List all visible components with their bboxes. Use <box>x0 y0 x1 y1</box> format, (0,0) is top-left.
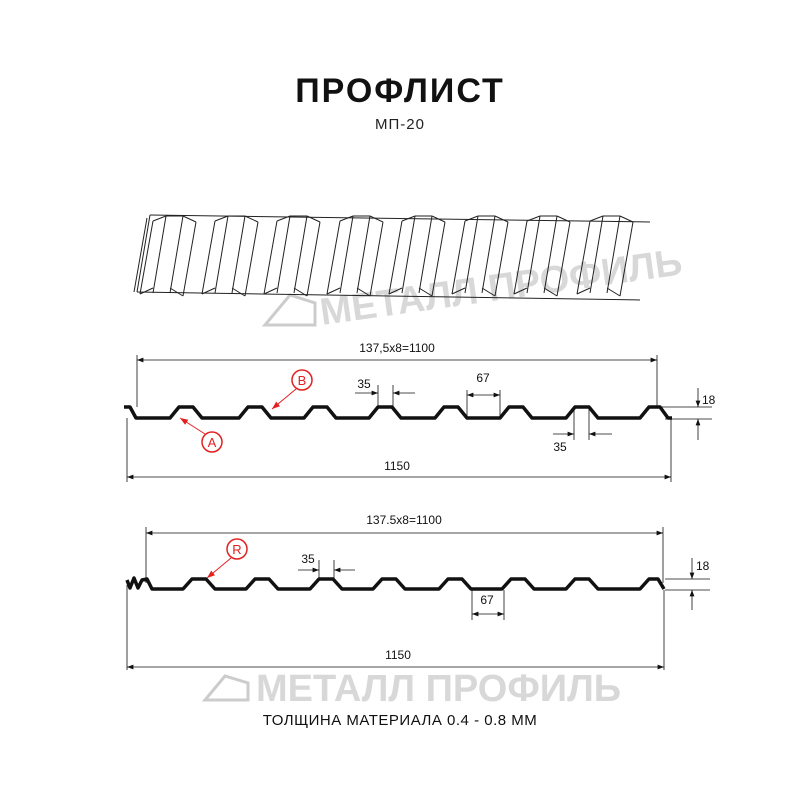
sheet-edge <box>369 221 384 297</box>
sheet-edge <box>494 221 509 297</box>
sheet-edge <box>369 215 384 223</box>
marker-r: R <box>206 538 248 579</box>
top-width-label: 35 <box>301 552 315 566</box>
page-subtitle: МП-20 <box>375 116 425 133</box>
rib-label: 67 <box>480 593 494 607</box>
sheet-edge <box>619 221 634 297</box>
sheet-edge <box>263 220 278 295</box>
sheet-edge <box>244 221 259 297</box>
rib-label: 67 <box>476 371 490 385</box>
sheet-edge <box>556 215 571 223</box>
sheet-edge <box>513 287 528 295</box>
sheet-edge <box>589 215 604 222</box>
profile-a: 137,5x8=1100 1150 35 67 35 18 <box>124 341 716 482</box>
sheet-edge <box>464 215 479 294</box>
height-label: 18 <box>702 393 716 407</box>
profile-a-section <box>124 405 672 420</box>
pitch-label: 137,5x8=1100 <box>359 341 435 355</box>
sheet-edge <box>589 215 604 294</box>
sheet-edge <box>481 287 496 297</box>
width-label: 1150 <box>385 648 411 662</box>
sheet-edge <box>543 215 558 294</box>
sheet-edge <box>388 220 403 295</box>
sheet-edge <box>139 287 154 295</box>
sheet-edge <box>306 215 321 223</box>
sheet-edge <box>136 291 641 301</box>
page-title: ПРОФЛИСТ <box>295 72 505 110</box>
sheet-edge <box>401 215 416 294</box>
sheet-edge <box>293 215 308 294</box>
sheet-edge <box>431 221 446 297</box>
sheet-edge <box>169 215 184 294</box>
marker-r-label: R <box>232 542 241 557</box>
sheet-edge <box>182 215 197 223</box>
sheet-edge <box>169 287 184 297</box>
sheet-edge <box>326 220 341 295</box>
sheet-edge <box>556 221 571 297</box>
sheet-edge <box>388 287 403 295</box>
sheet-edge <box>136 214 151 293</box>
sheet-edge <box>606 287 621 297</box>
sheet-edge <box>494 215 509 223</box>
sheet-edge <box>182 221 197 297</box>
profile-r-section <box>125 576 666 591</box>
sheet-edge <box>464 215 479 222</box>
material-thickness-note: ТОЛЩИНА МАТЕРИАЛА 0.4 - 0.8 ММ <box>262 712 538 729</box>
sheet-edge <box>451 287 466 295</box>
width-label: 1150 <box>384 459 410 473</box>
sheet-edge <box>276 215 291 222</box>
sheet-edge <box>543 287 558 297</box>
sheet-edge <box>576 220 591 295</box>
sheet-edge <box>214 215 229 294</box>
sheet-edge <box>401 215 416 222</box>
marker-b: B <box>271 369 313 410</box>
marker-a: A <box>179 417 223 453</box>
sheet-edge <box>263 287 278 295</box>
sheet-edge <box>606 215 621 294</box>
sheet-edge <box>418 287 433 297</box>
sheet-edge <box>526 215 541 294</box>
sheet-edge <box>201 220 216 295</box>
sheet-edge <box>418 215 433 294</box>
sheet-edge <box>133 217 148 293</box>
profile-sheet-3d <box>133 214 651 301</box>
sheet-edge <box>149 214 651 223</box>
sheet-edge <box>356 215 371 294</box>
sheet-edge <box>526 215 541 222</box>
sheet-edge <box>152 215 167 222</box>
marker-b-label: B <box>298 373 307 388</box>
sheet-edge <box>201 287 216 295</box>
sheet-edge <box>339 215 354 294</box>
watermark-text: МЕТАЛЛ ПРОФИЛЬ <box>256 668 621 710</box>
sheet-edge <box>244 215 259 223</box>
sheet-edge <box>431 215 446 223</box>
watermark-logo-2: МЕТАЛЛ ПРОФИЛЬ <box>201 668 621 710</box>
sheet-edge <box>152 215 167 294</box>
sheet-edge <box>481 215 496 294</box>
profile-r: 137.5x8=1100 1150 35 67 18 R <box>125 513 710 670</box>
sheet-edge <box>451 220 466 295</box>
sheet-edge <box>231 215 246 294</box>
marker-a-label: A <box>208 435 217 450</box>
sheet-edge <box>326 287 341 295</box>
sheet-edge <box>356 287 371 297</box>
sheet-edge <box>214 215 229 222</box>
pitch-label: 137.5x8=1100 <box>366 513 442 527</box>
watermark-text: МЕТАЛЛ ПРОФИЛЬ <box>317 242 684 334</box>
sheet-edge <box>576 287 591 295</box>
sheet-edge <box>513 220 528 295</box>
sheet-edge <box>276 215 291 294</box>
sheet-edge <box>139 220 154 295</box>
sheet-edge <box>293 287 308 297</box>
sheet-edge <box>619 215 634 223</box>
height-label: 18 <box>696 559 710 573</box>
sheet-edge <box>231 287 246 297</box>
sheet-edge <box>339 215 354 222</box>
top-width-label: 35 <box>357 377 371 391</box>
sheet-edge <box>306 221 321 297</box>
bottom-width-label: 35 <box>553 440 567 454</box>
